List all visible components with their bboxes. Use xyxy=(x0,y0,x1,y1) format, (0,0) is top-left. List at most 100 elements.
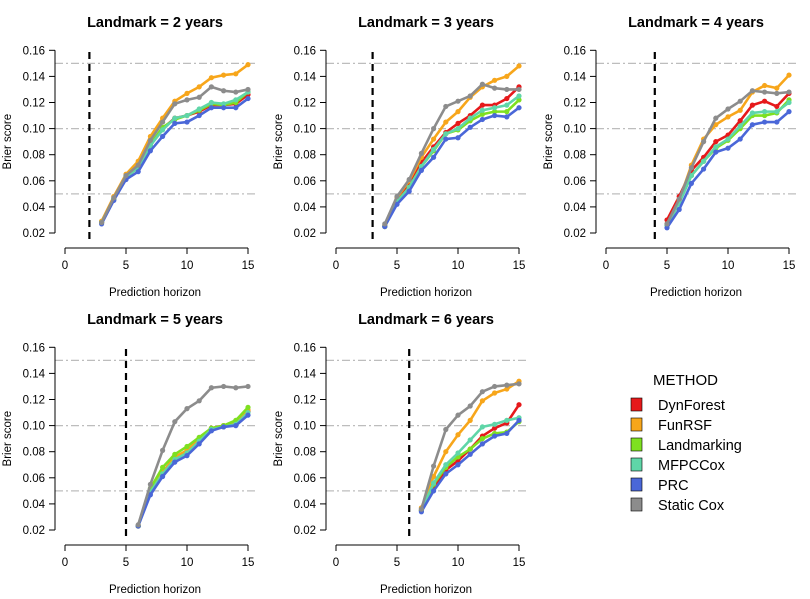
y-tick-label: 0.12 xyxy=(23,98,45,110)
data-point xyxy=(172,419,178,425)
data-point xyxy=(221,101,227,107)
data-point xyxy=(443,103,449,110)
x-tick-label: 0 xyxy=(603,260,609,272)
series-line xyxy=(383,106,520,228)
data-point xyxy=(762,82,768,89)
data-point xyxy=(406,176,412,183)
data-point xyxy=(208,105,214,111)
data-point xyxy=(184,443,190,450)
data-point xyxy=(221,72,227,78)
legend-item-static-cox: Static Cox xyxy=(630,497,725,514)
legend-swatch xyxy=(630,457,643,472)
y-tick-label: 0.02 xyxy=(23,525,45,537)
data-point xyxy=(184,453,190,459)
x-tick-label: 5 xyxy=(123,557,129,569)
data-point xyxy=(516,105,522,111)
data-point xyxy=(725,106,731,112)
data-point xyxy=(443,131,449,137)
y-tick-label: 0.14 xyxy=(23,368,46,380)
y-axis-title: Brier score xyxy=(273,411,285,467)
data-point xyxy=(431,146,437,153)
data-point xyxy=(135,162,141,168)
legend-label: MFPCCox xyxy=(658,458,726,474)
legend-item-landmarking: Landmarking xyxy=(630,437,742,454)
series-static-cox xyxy=(382,81,522,227)
data-point xyxy=(725,114,731,120)
legend-item-mfpccox: MFPCCox xyxy=(630,457,726,474)
series-prc xyxy=(135,412,251,529)
legend-label: Landmarking xyxy=(658,438,742,454)
y-tick-label: 0.16 xyxy=(294,45,316,57)
data-point xyxy=(467,446,473,452)
data-point xyxy=(455,109,461,115)
data-point xyxy=(725,145,731,151)
y-tick-label: 0.04 xyxy=(23,202,46,214)
data-point xyxy=(479,107,485,113)
panel-landmark-6: Landmark = 6 years 0.02 0.04 0.06 0.08 0.10 0.… xyxy=(273,312,526,596)
x-axis-title: Prediction horizon xyxy=(109,584,201,594)
data-point xyxy=(516,417,522,423)
series-prc xyxy=(382,105,522,230)
data-point xyxy=(479,389,485,395)
y-tick-label: 0.08 xyxy=(294,150,316,162)
data-point xyxy=(774,109,780,115)
data-point xyxy=(713,149,719,155)
series-static-cox xyxy=(135,383,251,528)
data-point xyxy=(701,166,707,172)
y-tick-label: 0.04 xyxy=(23,499,46,511)
y-tick-label: 0.10 xyxy=(294,124,316,136)
data-point xyxy=(431,480,437,486)
series-prc xyxy=(99,95,251,227)
data-point xyxy=(147,148,153,154)
data-point xyxy=(467,417,473,423)
x-axis-title: Prediction horizon xyxy=(650,287,742,299)
data-point xyxy=(208,385,214,391)
data-point xyxy=(455,126,461,132)
data-point xyxy=(233,89,239,95)
x-tick-label: 15 xyxy=(242,260,255,272)
data-point xyxy=(774,119,780,125)
series-line xyxy=(136,385,249,526)
series-dynforest xyxy=(99,92,251,226)
data-point xyxy=(701,158,707,164)
data-point xyxy=(774,90,780,96)
series-prc xyxy=(418,417,522,515)
panel-landmark-3: Landmark = 3 years 0.02 0.04 0.06 0.08 0.10 0.… xyxy=(273,15,526,299)
data-point xyxy=(431,154,437,160)
x-tick-label: 10 xyxy=(452,557,465,569)
x-tick-label: 5 xyxy=(664,260,670,272)
data-point xyxy=(492,421,498,427)
data-point xyxy=(443,119,449,125)
data-point xyxy=(160,133,166,140)
legend-swatch xyxy=(630,417,643,432)
series-line xyxy=(136,406,249,527)
x-tick-label: 10 xyxy=(722,260,735,272)
data-point xyxy=(479,111,485,117)
data-point xyxy=(516,63,522,69)
data-point xyxy=(208,84,214,90)
panel-title: Landmark = 3 years xyxy=(358,15,494,31)
series-static-cox xyxy=(99,84,251,226)
data-point xyxy=(504,102,510,108)
panel-landmark-2: Landmark = 2 years 0.02 0.04 0.06 0.08 0.10 0.… xyxy=(2,15,255,299)
legend: METHOD DynForest FunRSF Landmarking MFPCCox… xyxy=(630,372,742,514)
series-landmarking xyxy=(99,89,251,226)
data-point xyxy=(160,447,166,453)
data-point xyxy=(479,81,485,87)
data-point xyxy=(135,522,141,528)
data-point xyxy=(749,102,755,108)
legend-swatch xyxy=(630,497,643,512)
data-point xyxy=(184,406,190,412)
data-point xyxy=(233,97,239,103)
legend-item-prc: PRC xyxy=(630,477,689,494)
y-tick-label: 0.16 xyxy=(23,45,45,57)
data-point xyxy=(431,463,437,469)
data-point xyxy=(713,139,719,145)
data-point xyxy=(467,451,473,457)
data-point xyxy=(431,136,437,142)
data-point xyxy=(479,424,485,430)
data-point xyxy=(504,386,510,392)
data-point xyxy=(172,459,178,465)
data-point xyxy=(233,423,239,429)
